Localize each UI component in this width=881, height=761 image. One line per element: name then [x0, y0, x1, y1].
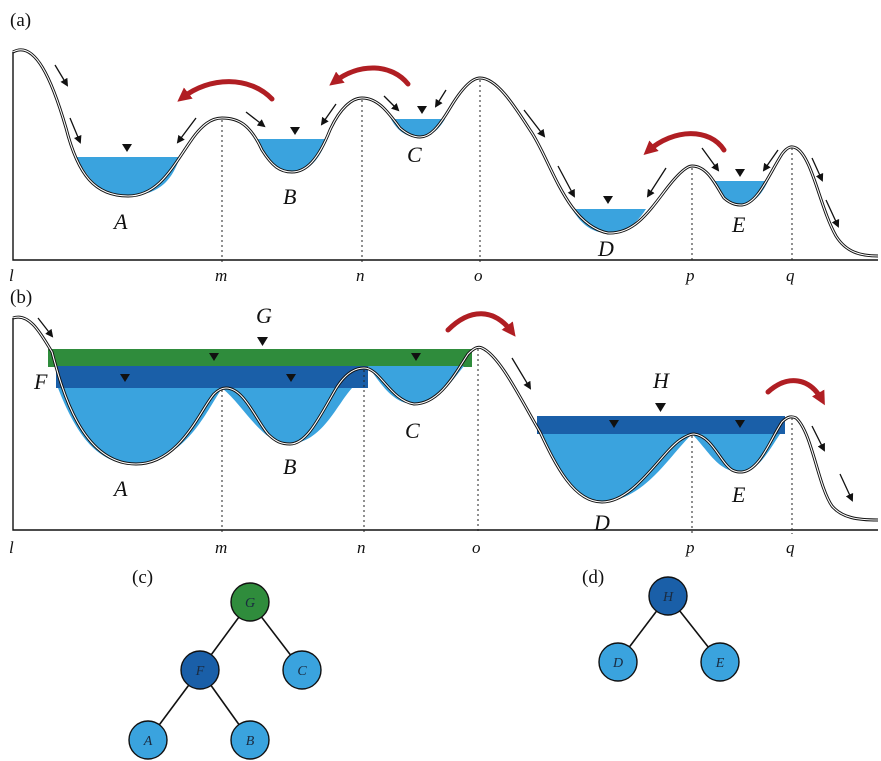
axis-label-n: n	[356, 266, 365, 285]
basin-label-b: B	[283, 454, 296, 479]
water-level-marker	[411, 353, 421, 361]
depression-label-g: G	[256, 303, 272, 328]
tree-node-g	[230, 582, 270, 622]
water-level-marker	[735, 420, 745, 428]
axis-label-m: m	[215, 538, 227, 557]
basin-label-d: D	[597, 236, 614, 261]
pool-d-basin	[540, 434, 692, 502]
tree-node-b	[230, 720, 270, 760]
tree-node-h-label: H	[662, 590, 674, 605]
pool-f	[56, 366, 368, 388]
water-level-marker	[655, 403, 666, 412]
flow-arrows-a	[54, 64, 840, 228]
terrain-profile-a	[12, 48, 879, 258]
overflow-arrow-e-to-d	[643, 131, 727, 155]
water-level-marker	[286, 374, 296, 382]
water-level-marker	[122, 144, 132, 152]
axis-label-l: l	[9, 538, 14, 557]
basin-label-e: E	[731, 212, 746, 237]
axis-label-m: m	[215, 266, 227, 285]
basin-label-a: A	[112, 209, 128, 234]
tree-node-d-label: D	[612, 656, 623, 671]
pool-h	[537, 416, 785, 434]
axis-label-p: p	[685, 538, 695, 557]
overflow-arrow-c-to-b	[329, 65, 411, 87]
tree-node-a-label: A	[143, 734, 153, 749]
panel-d-label: (d)	[582, 567, 604, 588]
basin-label-a: A	[112, 476, 128, 501]
axis-label-p: p	[685, 266, 695, 285]
axis-label-n: n	[357, 538, 366, 557]
panel-d-tree: (d) H D E	[582, 567, 740, 682]
tree-node-e	[700, 642, 740, 682]
tree-node-c	[282, 650, 322, 690]
water-level-marker	[735, 169, 745, 177]
axis-label-o: o	[472, 538, 481, 557]
pool-c-basin	[368, 366, 464, 404]
panel-b-label: (b)	[10, 287, 32, 308]
tree-node-h	[648, 576, 688, 616]
water-level-marker	[603, 196, 613, 204]
pool-b-basin	[222, 388, 352, 444]
tree-node-e-label: E	[715, 656, 725, 671]
panel-a-frame	[12, 52, 878, 261]
axis-label-o: o	[474, 266, 483, 285]
basin-label-d: D	[593, 510, 610, 535]
tree-node-g-label: G	[245, 596, 255, 611]
depression-label-f: F	[33, 369, 48, 394]
panel-a: (a)	[9, 10, 879, 285]
panel-b-frame	[12, 318, 878, 531]
pool-a-basin	[58, 388, 222, 465]
tree-node-f-label: F	[195, 664, 205, 679]
axis-label-l: l	[9, 266, 14, 285]
panel-a-label: (a)	[10, 10, 31, 31]
water-level-marker	[609, 420, 619, 428]
tree-node-f	[180, 650, 220, 690]
pool-g	[48, 349, 472, 367]
basin-label-b: B	[283, 184, 296, 209]
panel-c-label: (c)	[132, 567, 153, 588]
flow-arrows-b	[37, 317, 854, 502]
overflow-arrow-b-to-a	[177, 79, 275, 102]
basin-label-c: C	[405, 418, 420, 443]
overflow-arrow-h-out	[765, 378, 825, 406]
tree-node-a	[128, 720, 168, 760]
basin-label-e: E	[731, 482, 746, 507]
basin-label-c: C	[407, 142, 422, 167]
water-level-marker	[417, 106, 427, 114]
tree-node-d	[598, 642, 638, 682]
panel-b: (b)	[9, 287, 879, 557]
water-level-marker	[209, 353, 219, 361]
axis-label-q: q	[786, 266, 795, 285]
tree-node-c-label: C	[297, 664, 307, 679]
water-level-marker	[290, 127, 300, 135]
water-level-marker	[120, 374, 130, 382]
tree-node-b-label: B	[246, 734, 255, 749]
water-level-marker	[257, 337, 268, 346]
overflow-arrow-g-out	[445, 311, 516, 337]
depression-label-h: H	[652, 368, 670, 393]
panel-c-tree: (c) G F C A B	[128, 567, 322, 760]
axis-label-q: q	[786, 538, 795, 557]
